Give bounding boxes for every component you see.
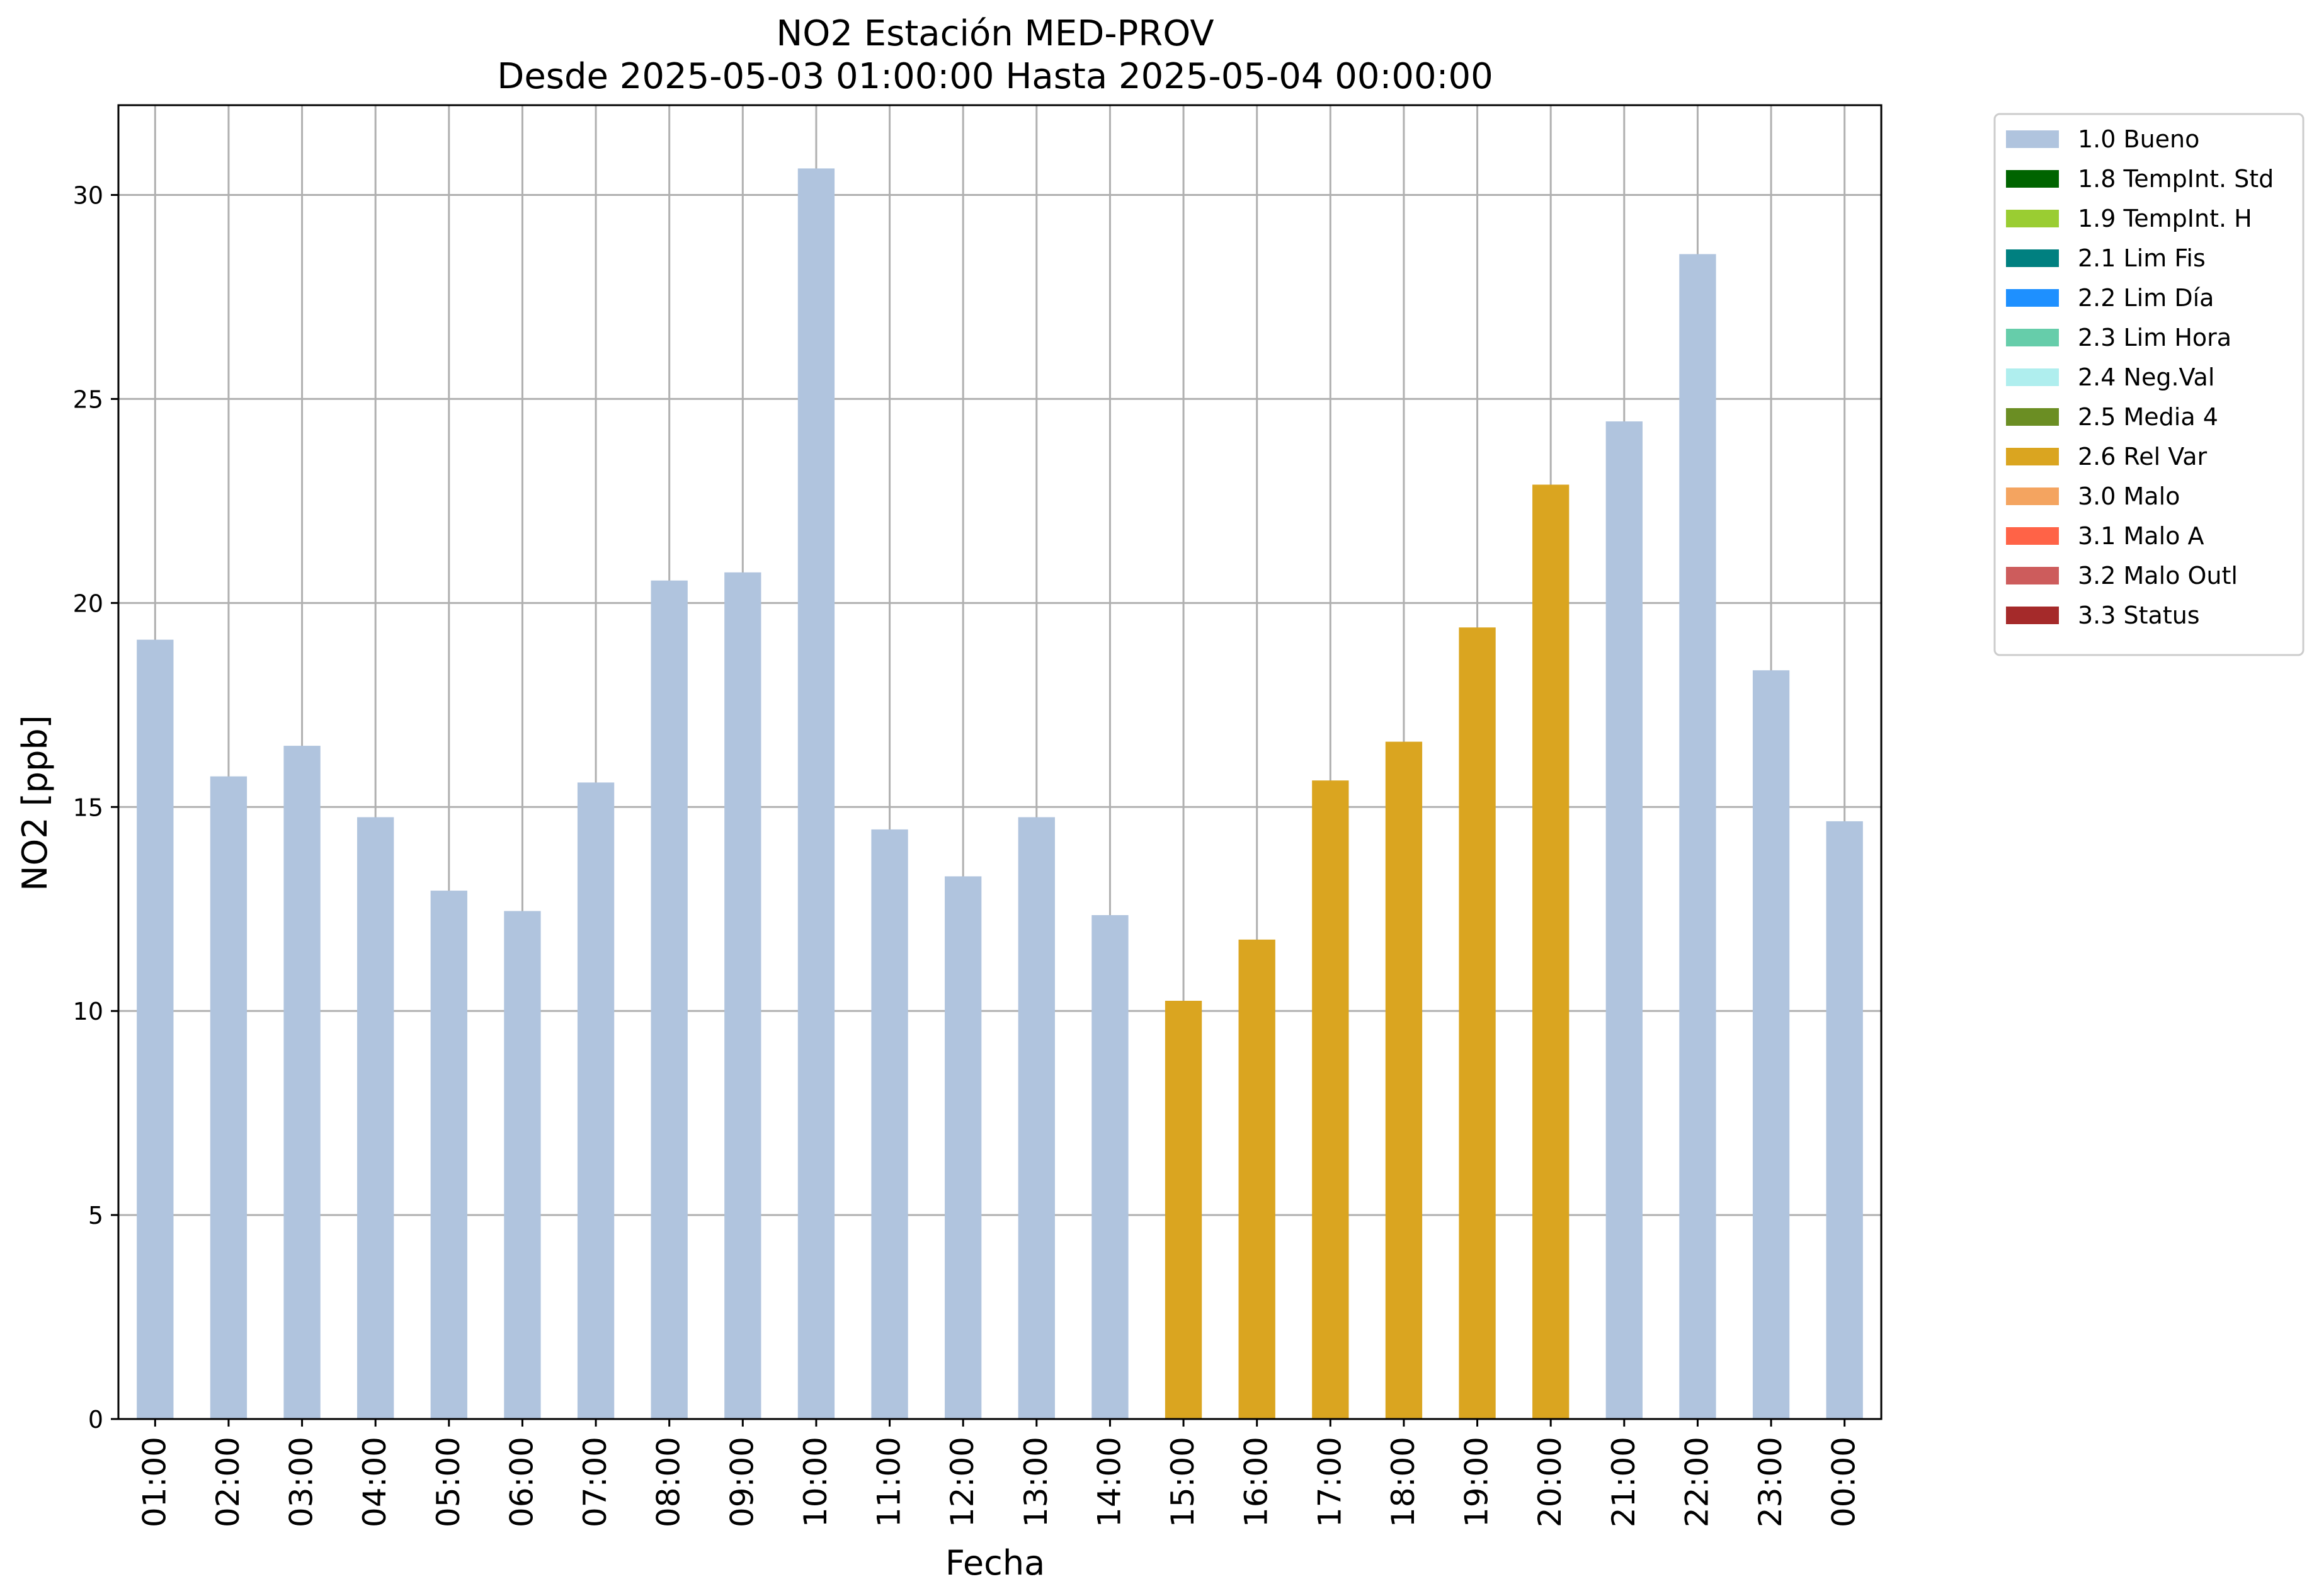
legend: 1.0 Bueno 1.8 TempInt. Std 1.9 TempInt. H 2… xyxy=(1993,113,2305,656)
bar xyxy=(577,782,615,1419)
legend-entry-label: 2.4 Neg.Val xyxy=(2078,363,2214,391)
x-tick-label: 03:00 xyxy=(283,1437,320,1527)
bar xyxy=(1385,741,1423,1419)
legend-swatch xyxy=(2006,368,2059,386)
y-tick-label: 15 xyxy=(73,794,103,821)
legend-swatch xyxy=(2006,289,2059,307)
bar xyxy=(945,876,982,1419)
y-axis-label: NO2 [ppb] xyxy=(15,715,55,891)
bars xyxy=(137,168,1863,1420)
legend-entry-label: 2.2 Lim Día xyxy=(2078,284,2214,312)
legend-swatch xyxy=(2006,408,2059,426)
bar xyxy=(1459,627,1496,1419)
bar xyxy=(1752,670,1790,1419)
legend-swatch xyxy=(2006,567,2059,584)
legend-swatch xyxy=(2006,130,2059,148)
x-tick-label: 10:00 xyxy=(797,1437,834,1527)
legend-swatch xyxy=(2006,249,2059,267)
x-tick-label: 23:00 xyxy=(1752,1437,1789,1527)
x-tick-label: 06:00 xyxy=(503,1437,540,1527)
legend-entry-label: 2.5 Media 4 xyxy=(2078,403,2218,431)
bar xyxy=(651,580,688,1419)
bar xyxy=(1091,915,1129,1419)
bar xyxy=(430,891,467,1419)
x-tick-label: 09:00 xyxy=(724,1437,760,1527)
bar xyxy=(504,911,541,1419)
x-tick-label: 04:00 xyxy=(356,1437,393,1527)
x-tick-label: 20:00 xyxy=(1532,1437,1568,1527)
legend-swatch xyxy=(2006,487,2059,505)
x-axis-label: Fecha xyxy=(945,1543,1045,1583)
x-tick-label: 11:00 xyxy=(871,1437,908,1527)
x-axis-ticks: 01:00 02:00 03:00 04:00 05:00 06:00 07:00 08:00… xyxy=(136,1419,1862,1527)
legend-entry-label: 1.0 Bueno xyxy=(2078,125,2199,153)
bar xyxy=(1312,780,1349,1419)
bar xyxy=(724,572,761,1419)
x-tick-label: 17:00 xyxy=(1311,1437,1348,1527)
legend-entry-label: 3.2 Malo Outl xyxy=(2078,562,2238,590)
bar xyxy=(1238,939,1275,1419)
legend-swatch xyxy=(2006,607,2059,624)
plot-frame xyxy=(117,104,1883,1420)
bar xyxy=(1679,254,1716,1419)
legend-entry-label: 3.3 Status xyxy=(2078,601,2200,629)
bar xyxy=(137,639,174,1420)
legend-entry-label: 3.1 Malo A xyxy=(2078,522,2204,550)
x-tick-label: 15:00 xyxy=(1165,1437,1201,1527)
legend-swatch xyxy=(2006,210,2059,227)
bar xyxy=(1532,484,1570,1419)
bar xyxy=(1018,817,1055,1419)
x-tick-label: 02:00 xyxy=(210,1437,246,1527)
x-tick-label: 18:00 xyxy=(1385,1437,1422,1527)
x-tick-label: 14:00 xyxy=(1091,1437,1127,1527)
bar xyxy=(1165,1000,1202,1419)
y-tick-label: 25 xyxy=(73,385,103,413)
x-tick-label: 19:00 xyxy=(1459,1437,1495,1527)
x-tick-label: 07:00 xyxy=(577,1437,613,1527)
x-tick-label: 21:00 xyxy=(1605,1437,1642,1527)
legend-swatch xyxy=(2006,170,2059,188)
bar xyxy=(871,829,908,1419)
x-tick-label: 00:00 xyxy=(1826,1437,1862,1527)
legend-entry-label: 1.9 TempInt. H xyxy=(2078,205,2252,232)
chart-title-line-1: NO2 Estación MED-PROV xyxy=(776,13,1214,54)
bar xyxy=(1826,821,1863,1419)
legend-entry-label: 3.0 Malo xyxy=(2078,482,2180,510)
x-tick-label: 16:00 xyxy=(1238,1437,1275,1527)
x-tick-label: 12:00 xyxy=(944,1437,981,1527)
x-tick-label: 01:00 xyxy=(136,1437,173,1527)
x-tick-label: 05:00 xyxy=(430,1437,467,1527)
bar xyxy=(1605,421,1643,1420)
y-axis-ticks: 0 5 10 15 20 25 30 xyxy=(73,182,118,1434)
legend-entry-label: 2.6 Rel Var xyxy=(2078,443,2208,470)
legend-swatch xyxy=(2006,527,2059,545)
x-tick-label: 08:00 xyxy=(651,1437,687,1527)
bar xyxy=(357,817,394,1419)
x-tick-label: 13:00 xyxy=(1018,1437,1054,1527)
legend-entry-label: 2.1 Lim Fis xyxy=(2078,244,2206,272)
y-tick-label: 20 xyxy=(73,590,103,617)
bar xyxy=(210,776,248,1419)
x-tick-label: 22:00 xyxy=(1678,1437,1715,1527)
legend-swatch xyxy=(2006,448,2059,465)
legend-entry-label: 1.8 TempInt. Std xyxy=(2078,165,2274,193)
bar xyxy=(797,168,835,1419)
chart-title-line-2: Desde 2025-05-03 01:00:00 Hasta 2025-05-… xyxy=(497,56,1493,97)
y-tick-label: 30 xyxy=(73,182,103,210)
bar xyxy=(283,746,321,1419)
legend-box xyxy=(1993,113,2305,656)
legend-swatch xyxy=(2006,329,2059,346)
y-tick-label: 0 xyxy=(88,1406,103,1434)
legend-entry-label: 2.3 Lim Hora xyxy=(2078,324,2231,351)
y-tick-label: 5 xyxy=(88,1202,103,1229)
y-tick-label: 10 xyxy=(73,998,103,1025)
